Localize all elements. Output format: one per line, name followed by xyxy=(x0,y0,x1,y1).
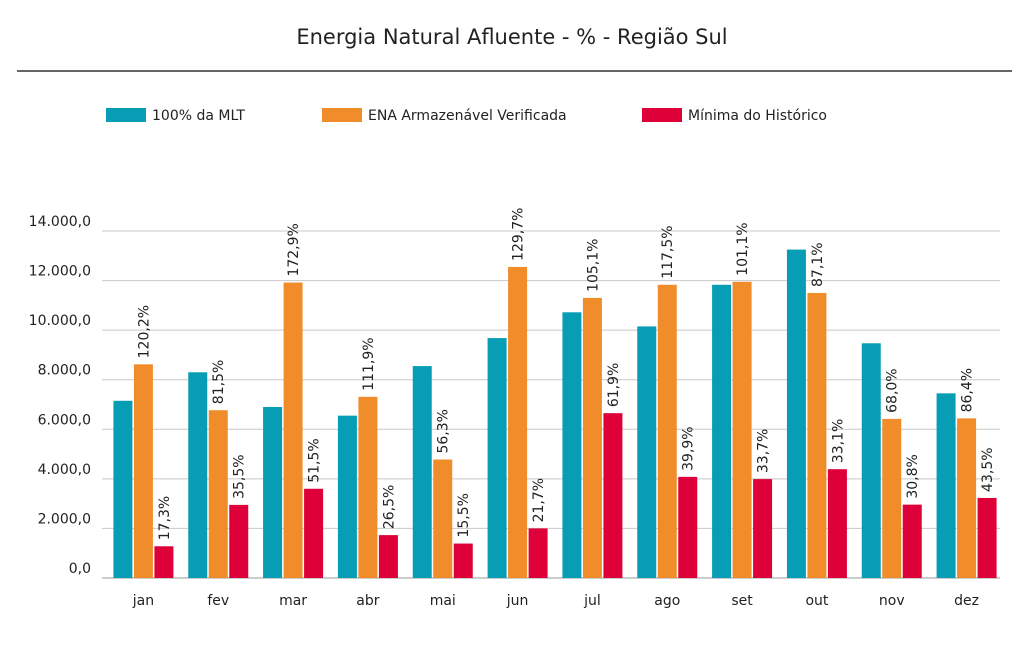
data-label-fev-series-2: 81,5% xyxy=(211,360,227,404)
bar-jun-series-2 xyxy=(508,266,528,578)
data-label-ago-series-2: 117,5% xyxy=(660,225,676,278)
data-label-jul-series-2: 105,1% xyxy=(585,239,601,292)
data-label-dez-series-3: 43,5% xyxy=(980,447,996,491)
x-tick-label-jul: jul xyxy=(583,593,601,609)
bar-ago-series-1 xyxy=(637,326,657,578)
x-tick-label-abr: abr xyxy=(356,593,379,609)
legend: 100% da MLT ENA Armazenável Verificada Mín… xyxy=(106,108,827,124)
data-labels: 120,2% 17,3% 81,5% 35,5% 172,9% 51,5% 111,9% 26… xyxy=(136,208,996,541)
bars xyxy=(113,249,997,578)
legend-swatch-2 xyxy=(322,108,362,122)
bar-jul-series-2 xyxy=(582,297,602,578)
y-tick-label: 8.000,0 xyxy=(38,363,91,379)
bar-nov-series-2 xyxy=(882,418,902,578)
legend-label-2: ENA Armazenável Verificada xyxy=(368,108,567,124)
bar-out-series-2 xyxy=(807,292,827,578)
x-tick-label-mar: mar xyxy=(279,593,307,609)
data-label-set-series-2: 101,1% xyxy=(735,222,751,275)
y-tick-label: 14.000,0 xyxy=(29,214,91,230)
bar-fev-series-1 xyxy=(188,372,208,578)
data-label-out-series-3: 33,1% xyxy=(830,419,846,463)
bar-fev-series-2 xyxy=(208,410,228,578)
x-tick-label-mai: mai xyxy=(430,593,456,609)
bar-dez-series-3 xyxy=(977,497,997,578)
data-label-mai-series-2: 56,3% xyxy=(436,409,452,453)
y-tick-label: 12.000,0 xyxy=(29,264,91,280)
bar-jul-series-3 xyxy=(603,413,623,578)
x-tick-label-jan: jan xyxy=(132,593,154,609)
bar-abr-series-1 xyxy=(337,415,357,578)
y-tick-label: 2.000,0 xyxy=(38,511,91,527)
bar-dez-series-1 xyxy=(936,393,956,578)
data-label-jun-series-2: 129,7% xyxy=(511,208,527,261)
data-label-ago-series-3: 39,9% xyxy=(681,426,697,470)
y-axis: 0,0 2.000,0 4.000,0 6.000,0 8.000,0 10.000,0 1… xyxy=(29,214,91,577)
x-tick-label-set: set xyxy=(731,593,753,609)
y-tick-label: 10.000,0 xyxy=(29,313,91,329)
bar-jan-series-1 xyxy=(113,400,133,578)
bar-set-series-3 xyxy=(753,479,773,578)
bar-nov-series-3 xyxy=(902,504,922,578)
x-tick-label-jun: jun xyxy=(506,593,529,609)
bar-mar-series-2 xyxy=(283,282,303,578)
legend-swatch-1 xyxy=(106,108,146,122)
legend-label-1: 100% da MLT xyxy=(152,108,245,124)
bar-mar-series-1 xyxy=(263,406,283,578)
x-tick-label-ago: ago xyxy=(654,593,680,609)
bar-nov-series-1 xyxy=(861,343,881,578)
x-tick-label-nov: nov xyxy=(879,593,905,609)
data-label-set-series-3: 33,7% xyxy=(756,429,772,473)
y-tick-label: 4.000,0 xyxy=(38,462,91,478)
bar-mai-series-2 xyxy=(433,459,453,578)
data-label-jul-series-3: 61,9% xyxy=(606,363,622,407)
y-tick-label: 0,0 xyxy=(69,561,91,577)
data-label-out-series-2: 87,1% xyxy=(810,242,826,286)
legend-swatch-3 xyxy=(642,108,682,122)
bar-jan-series-2 xyxy=(133,364,153,578)
bar-mar-series-3 xyxy=(304,488,324,578)
data-label-mai-series-3: 15,5% xyxy=(456,493,472,537)
bar-mai-series-3 xyxy=(453,543,473,578)
data-label-jun-series-3: 21,7% xyxy=(531,478,547,522)
data-label-abr-series-2: 111,9% xyxy=(361,337,377,390)
bar-jan-series-3 xyxy=(154,546,174,578)
bar-set-series-2 xyxy=(732,281,752,578)
bar-ago-series-3 xyxy=(678,476,698,578)
chart-title: Energia Natural Afluente - % - Região Su… xyxy=(296,25,727,49)
bar-fev-series-3 xyxy=(229,504,249,578)
bar-set-series-1 xyxy=(712,284,732,578)
bar-out-series-1 xyxy=(786,249,806,578)
bar-ago-series-2 xyxy=(657,284,677,578)
x-tick-label-dez: dez xyxy=(954,593,979,609)
bar-dez-series-2 xyxy=(957,418,977,578)
data-label-jan-series-3: 17,3% xyxy=(157,496,173,540)
x-axis: jan fev mar abr mai jun jul ago set out nov dez xyxy=(132,593,979,609)
legend-label-3: Mínima do Histórico xyxy=(688,108,827,124)
x-tick-label-out: out xyxy=(805,593,828,609)
data-label-nov-series-3: 30,8% xyxy=(905,454,921,498)
data-label-mar-series-2: 172,9% xyxy=(286,223,302,276)
data-label-jan-series-2: 120,2% xyxy=(136,305,152,358)
bar-jul-series-1 xyxy=(562,312,582,578)
bar-abr-series-3 xyxy=(378,535,398,578)
bar-abr-series-2 xyxy=(358,396,378,578)
data-label-nov-series-2: 68,0% xyxy=(885,368,901,412)
x-tick-label-fev: fev xyxy=(207,593,229,609)
bar-jun-series-1 xyxy=(487,338,507,578)
bar-jun-series-3 xyxy=(528,528,548,578)
data-label-fev-series-3: 35,5% xyxy=(232,454,248,498)
data-label-dez-series-2: 86,4% xyxy=(960,368,976,412)
data-label-abr-series-3: 26,5% xyxy=(381,485,397,529)
gridlines xyxy=(102,230,1000,579)
y-tick-label: 6.000,0 xyxy=(38,412,91,428)
bar-mai-series-1 xyxy=(412,366,432,578)
data-label-mar-series-3: 51,5% xyxy=(307,438,323,482)
bar-out-series-3 xyxy=(827,469,847,578)
